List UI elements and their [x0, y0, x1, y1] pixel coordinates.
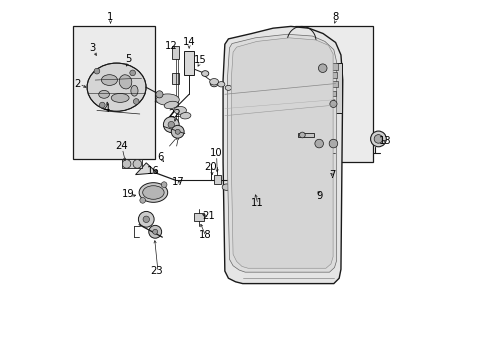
Ellipse shape: [210, 80, 218, 87]
Text: 13: 13: [379, 136, 391, 146]
Text: 8: 8: [332, 13, 338, 22]
Circle shape: [133, 159, 142, 168]
Polygon shape: [135, 163, 157, 175]
Text: 1: 1: [107, 13, 114, 22]
Ellipse shape: [180, 112, 190, 119]
Text: 18: 18: [199, 230, 211, 240]
Bar: [172, 46, 179, 59]
Circle shape: [156, 91, 163, 98]
Ellipse shape: [261, 179, 268, 185]
Bar: [214, 175, 220, 184]
Bar: [183, 51, 194, 75]
Circle shape: [370, 131, 386, 147]
Bar: [298, 133, 313, 137]
Text: 10: 10: [209, 148, 222, 158]
Ellipse shape: [101, 75, 117, 85]
Bar: [315, 63, 342, 113]
Circle shape: [99, 102, 105, 108]
Text: 14: 14: [183, 37, 195, 48]
Bar: [323, 99, 333, 104]
Circle shape: [163, 117, 179, 132]
Circle shape: [140, 198, 145, 203]
Polygon shape: [231, 38, 332, 268]
Text: 24: 24: [115, 141, 127, 151]
Ellipse shape: [222, 184, 231, 190]
Ellipse shape: [87, 63, 146, 111]
Circle shape: [133, 99, 139, 104]
Circle shape: [161, 182, 166, 188]
Bar: [323, 90, 336, 96]
Text: 12: 12: [164, 41, 177, 51]
Text: 17: 17: [172, 177, 184, 187]
Bar: [323, 81, 338, 87]
Bar: [294, 26, 372, 162]
Text: 4: 4: [103, 104, 110, 113]
Bar: [194, 213, 204, 221]
Text: 19: 19: [122, 189, 135, 199]
Circle shape: [148, 225, 162, 238]
Polygon shape: [227, 34, 336, 272]
Circle shape: [94, 68, 100, 74]
Text: 2: 2: [74, 78, 81, 89]
Polygon shape: [223, 26, 342, 284]
Circle shape: [373, 135, 382, 143]
Ellipse shape: [156, 94, 179, 105]
Bar: [122, 159, 142, 168]
Circle shape: [171, 125, 184, 138]
Text: 9: 9: [316, 191, 322, 201]
Ellipse shape: [164, 101, 178, 109]
Bar: [323, 72, 336, 78]
Circle shape: [328, 139, 337, 148]
Ellipse shape: [111, 94, 129, 102]
Ellipse shape: [209, 78, 218, 85]
Circle shape: [175, 129, 180, 134]
Text: 15: 15: [193, 55, 206, 65]
Circle shape: [314, 139, 323, 148]
Circle shape: [318, 64, 326, 72]
Text: 6: 6: [157, 152, 163, 162]
Text: 16: 16: [147, 166, 160, 176]
Circle shape: [129, 70, 135, 76]
Bar: [73, 26, 155, 158]
Circle shape: [233, 180, 241, 187]
Text: 5: 5: [125, 54, 131, 64]
Text: 7: 7: [328, 170, 334, 180]
Bar: [172, 73, 179, 84]
Circle shape: [168, 121, 174, 128]
Ellipse shape: [139, 183, 167, 202]
Circle shape: [122, 159, 131, 168]
Ellipse shape: [131, 85, 138, 96]
Text: 11: 11: [250, 198, 263, 208]
Ellipse shape: [201, 71, 208, 76]
Text: 23: 23: [150, 266, 163, 276]
Text: 22: 22: [168, 109, 181, 119]
Ellipse shape: [217, 82, 224, 87]
Circle shape: [152, 229, 157, 234]
Text: 21: 21: [202, 211, 215, 221]
Bar: [309, 134, 335, 153]
Circle shape: [329, 100, 336, 108]
Bar: [231, 177, 262, 190]
Text: 20: 20: [204, 162, 217, 172]
Bar: [323, 63, 337, 69]
Circle shape: [299, 132, 305, 138]
Circle shape: [255, 181, 261, 186]
Ellipse shape: [174, 107, 186, 114]
Ellipse shape: [99, 90, 109, 98]
Ellipse shape: [119, 75, 132, 89]
Circle shape: [143, 216, 149, 222]
Circle shape: [138, 211, 154, 227]
Ellipse shape: [142, 186, 164, 199]
Text: 3: 3: [89, 43, 96, 53]
Ellipse shape: [225, 85, 231, 90]
